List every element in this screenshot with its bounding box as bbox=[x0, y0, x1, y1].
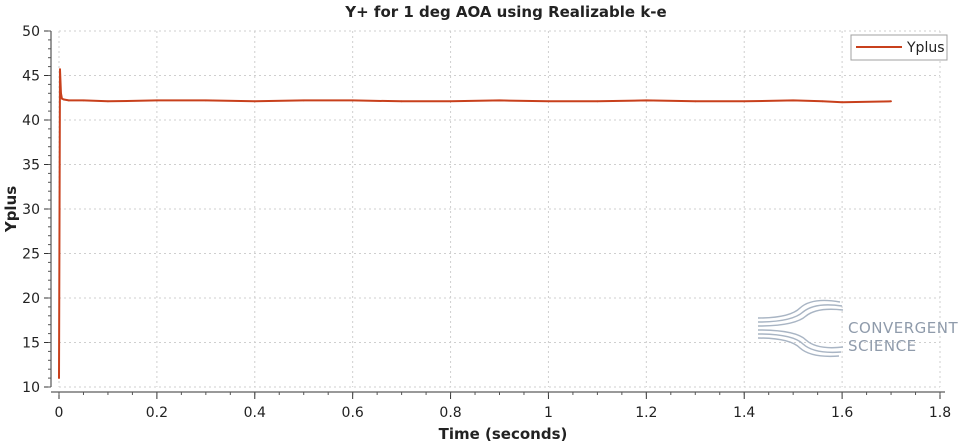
grid-lines bbox=[58, 30, 941, 388]
series-point bbox=[107, 100, 109, 103]
series-point bbox=[351, 99, 354, 102]
y-tick-label: 30 bbox=[22, 202, 40, 218]
y-tick-label: 15 bbox=[22, 336, 40, 352]
x-tick-label: 1.8 bbox=[929, 405, 951, 421]
series-point bbox=[302, 99, 305, 102]
legend: Yplus bbox=[850, 34, 948, 61]
series-point bbox=[645, 99, 648, 102]
y-tick-label: 45 bbox=[22, 69, 40, 85]
x-tick-label: 1 bbox=[544, 405, 553, 421]
y-tick-label: 40 bbox=[22, 113, 40, 129]
y-axis-ticks: 10 15 20 25 30 35 40 45 50 bbox=[22, 24, 51, 396]
series-point bbox=[498, 99, 501, 102]
series-point bbox=[61, 97, 63, 100]
y-tick-label: 35 bbox=[22, 158, 40, 174]
series-point bbox=[59, 68, 61, 71]
y-tick-label: 25 bbox=[22, 247, 40, 263]
y-tick-label: 50 bbox=[22, 24, 40, 40]
series-point bbox=[82, 99, 85, 102]
x-axis-label: Time (seconds) bbox=[439, 425, 568, 443]
y-tick-label: 10 bbox=[22, 380, 40, 396]
y-axis-label: Yplus bbox=[2, 186, 20, 233]
series-point bbox=[204, 99, 207, 102]
x-axis-ticks: 0 0.2 0.4 0.6 0.8 1 1.2 1.4 1.6 1.8 bbox=[55, 392, 951, 421]
series-point bbox=[60, 92, 62, 95]
series-point bbox=[743, 100, 746, 103]
series-point bbox=[547, 100, 550, 103]
series-point bbox=[596, 100, 599, 103]
legend-label: Yplus bbox=[906, 40, 945, 56]
x-tick-label: 1.2 bbox=[635, 405, 657, 421]
series-point bbox=[792, 99, 795, 102]
series-point bbox=[841, 101, 844, 104]
x-tick-label: 1.4 bbox=[733, 405, 755, 421]
series-point bbox=[67, 99, 70, 102]
x-tick-label: 0 bbox=[55, 405, 64, 421]
x-tick-label: 1.6 bbox=[831, 405, 853, 421]
x-tick-label: 0.6 bbox=[342, 405, 364, 421]
series-point bbox=[58, 377, 60, 379]
series-layer bbox=[58, 68, 892, 379]
watermark-line2: SCIENCE bbox=[848, 337, 917, 355]
series-point bbox=[62, 98, 65, 101]
series-point bbox=[400, 100, 403, 103]
series-point bbox=[694, 100, 697, 103]
watermark-line1: CONVERGENT bbox=[848, 319, 958, 337]
series-point bbox=[890, 100, 892, 103]
series-point bbox=[821, 100, 824, 103]
series-point bbox=[155, 99, 158, 102]
x-tick-label: 0.8 bbox=[439, 405, 461, 421]
convergent-science-logo: CONVERGENT SCIENCE bbox=[757, 299, 958, 358]
y-tick-label: 20 bbox=[22, 291, 40, 307]
x-tick-label: 0.4 bbox=[244, 405, 266, 421]
chart-title: Y+ for 1 deg AOA using Realizable k-e bbox=[344, 3, 666, 21]
series-point bbox=[253, 100, 256, 103]
series-point bbox=[449, 100, 452, 103]
x-tick-label: 0.2 bbox=[146, 405, 168, 421]
